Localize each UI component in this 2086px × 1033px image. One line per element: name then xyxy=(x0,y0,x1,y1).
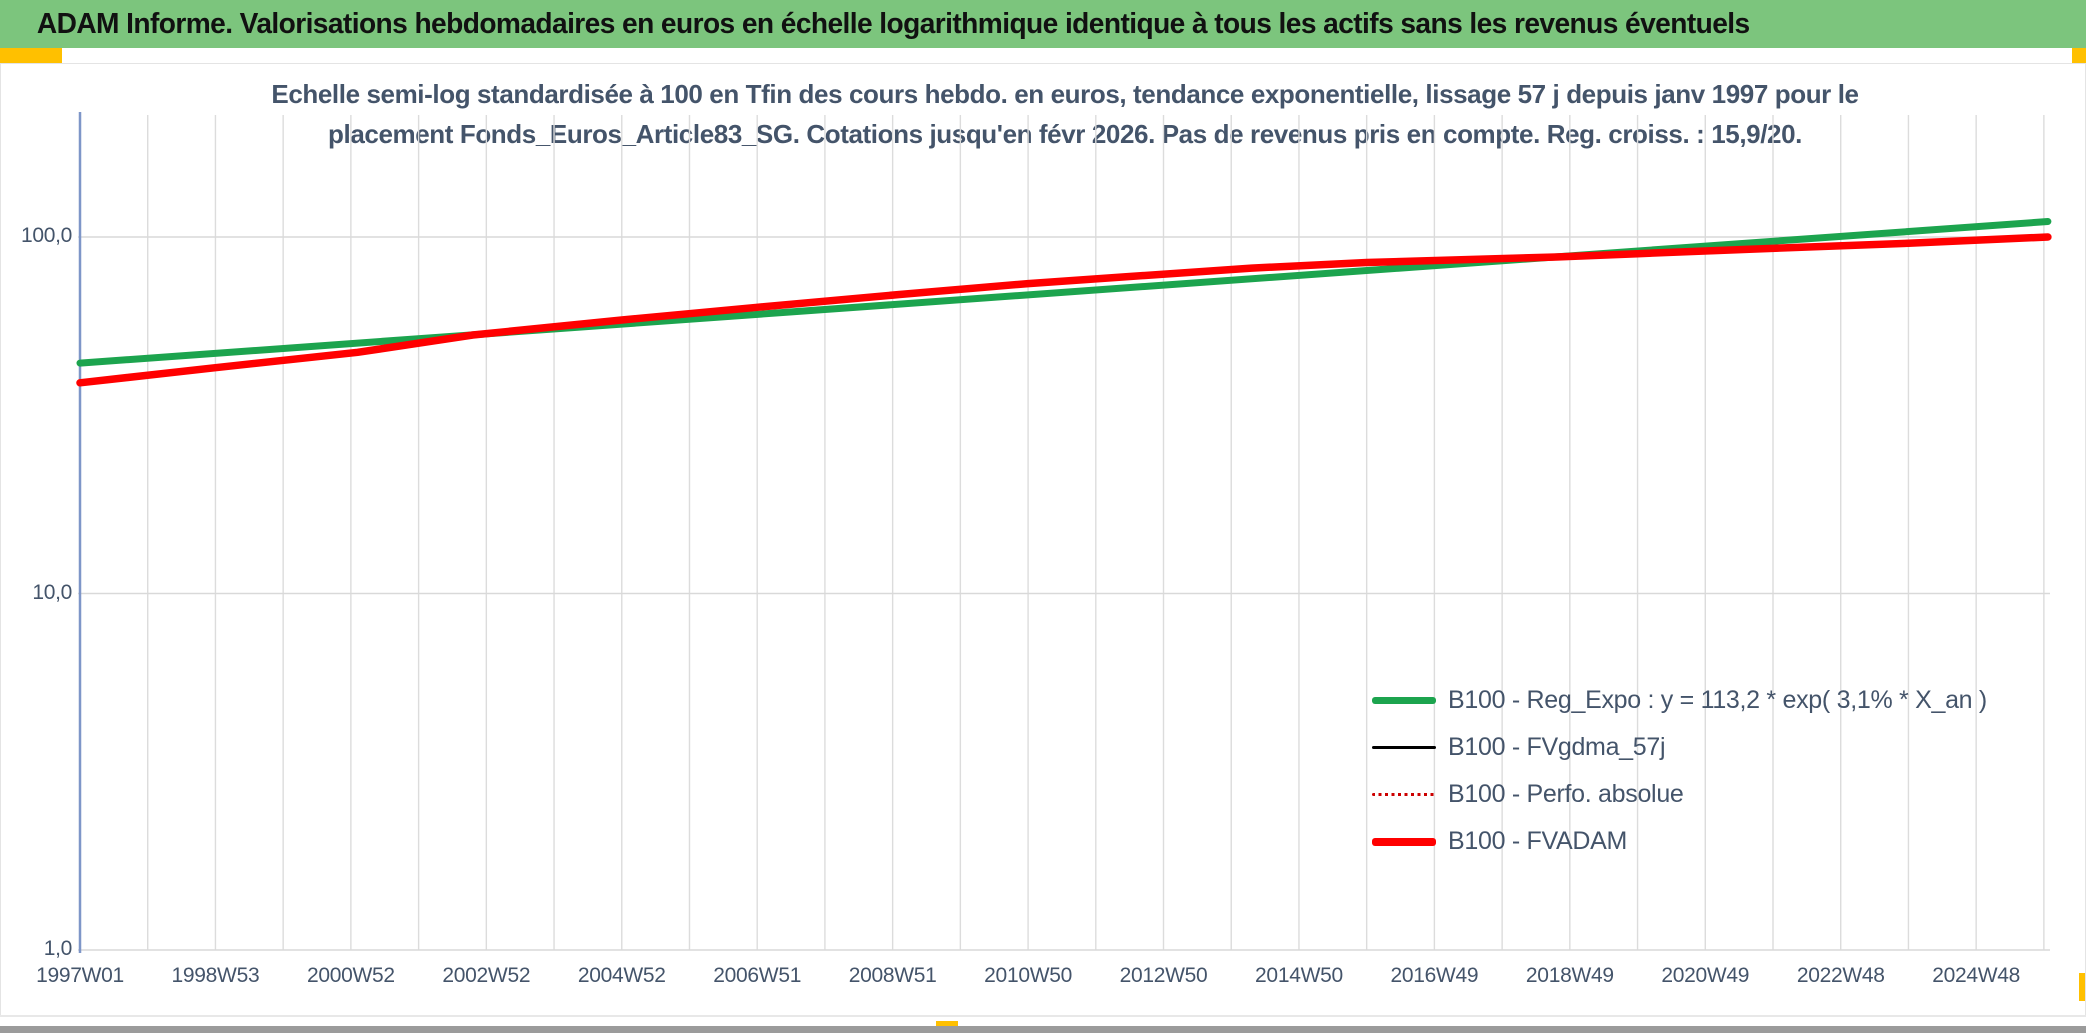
banner-title: ADAM Informe. Valorisations hebdomadaire… xyxy=(36,7,1750,40)
legend-item-label: B100 - FVADAM xyxy=(1448,827,1628,855)
series-line-b100-perfo-absolue xyxy=(78,235,2050,385)
chart-subtitle-line-2: placement Fonds_Euros_Article83_SG. Cota… xyxy=(328,119,1802,149)
x-tick-label: 2008W51 xyxy=(848,964,937,987)
legend-item-label: B100 - Reg_Expo : y = 113,2 * exp( 3,1% … xyxy=(1448,686,1987,714)
series-line-b100-fvgdma-57j xyxy=(78,235,2050,385)
x-tick-label: 2012W50 xyxy=(1119,964,1208,987)
legend-item: B100 - Perfo. absolue xyxy=(1372,771,1987,818)
y-tick-label: 100,0 xyxy=(20,224,72,247)
chart-subtitle: Echelle semi-log standardisée à 100 en T… xyxy=(80,74,2050,154)
y-tick-label: 1,0 xyxy=(43,937,73,960)
legend-swatch xyxy=(1372,746,1436,749)
title-banner: ADAM Informe. Valorisations hebdomadaire… xyxy=(0,0,2086,48)
orange-marker-right-edge xyxy=(2079,973,2086,1001)
x-tick-label: 2018W49 xyxy=(1525,964,1614,987)
x-tick-label: 1997W01 xyxy=(36,964,124,987)
orange-marker-top-left xyxy=(0,48,62,63)
legend-swatch xyxy=(1372,697,1436,704)
legend-swatch xyxy=(1372,837,1436,846)
legend-swatch xyxy=(1372,793,1436,796)
x-tick-label: 2024W48 xyxy=(1932,964,2021,987)
x-tick-label: 2014W50 xyxy=(1255,964,1343,987)
x-tick-label: 2000W52 xyxy=(306,964,395,987)
series-line-b100-fvadam xyxy=(76,233,2052,387)
bottom-separator-line xyxy=(0,1015,2086,1017)
x-tick-label: 2004W52 xyxy=(577,964,666,987)
x-tick-label: 2020W49 xyxy=(1661,964,1750,987)
legend-item: B100 - FVgdma_57j xyxy=(1372,724,1987,771)
x-tick-label: 2022W48 xyxy=(1796,964,1885,987)
legend-item: B100 - FVADAM xyxy=(1372,818,1987,865)
x-tick-label: 2010W50 xyxy=(984,964,1072,987)
orange-marker-top-right xyxy=(2072,48,2086,63)
x-tick-label: 2002W52 xyxy=(442,964,531,987)
series-line-b100-reg-expo-y-113-2-exp-3-1-x-an xyxy=(76,218,2052,367)
x-tick-label: 2006W51 xyxy=(713,964,802,987)
y-tick-label: 10,0 xyxy=(32,580,72,604)
bottom-gray-band xyxy=(0,1026,2086,1033)
legend-item: B100 - Reg_Expo : y = 113,2 * exp( 3,1% … xyxy=(1372,677,1987,724)
legend-item-label: B100 - FVgdma_57j xyxy=(1448,733,1666,761)
chart-subtitle-line-1: Echelle semi-log standardisée à 100 en T… xyxy=(271,79,1859,109)
x-tick-label: 1998W53 xyxy=(171,964,260,987)
x-tick-label: 2016W49 xyxy=(1390,964,1479,987)
legend: B100 - Reg_Expo : y = 113,2 * exp( 3,1% … xyxy=(1372,677,1987,865)
legend-item-label: B100 - Perfo. absolue xyxy=(1448,780,1684,808)
